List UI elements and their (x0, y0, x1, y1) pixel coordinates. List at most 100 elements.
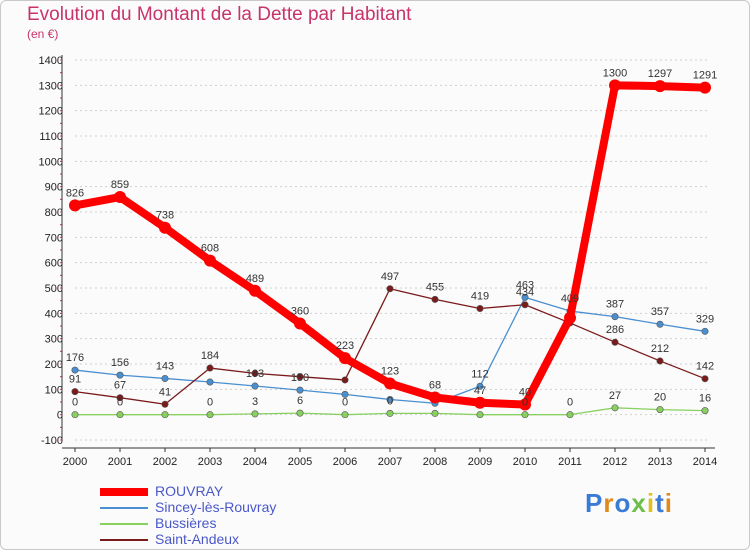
data-label: 41 (159, 386, 171, 398)
y-tick-label: 600 (45, 258, 63, 270)
data-point (296, 373, 304, 381)
data-label: 1297 (648, 68, 672, 80)
x-tick-label: 2003 (198, 456, 222, 468)
data-point (251, 410, 259, 418)
y-tick-label: 200 (45, 359, 63, 371)
y-tick-label: 700 (45, 232, 63, 244)
x-tick-label: 2012 (603, 456, 627, 468)
legend-label: Bussières (155, 515, 217, 531)
data-point (341, 376, 349, 384)
data-label: 68 (429, 379, 441, 391)
data-label: 419 (471, 291, 489, 303)
data-point (159, 221, 171, 234)
data-point (699, 81, 711, 94)
y-tick-label: 1100 (39, 131, 63, 143)
data-point (476, 382, 484, 390)
data-point (521, 411, 529, 419)
data-point (249, 284, 261, 297)
x-tick-label: 2005 (288, 456, 312, 468)
data-label: 223 (336, 340, 354, 352)
data-point (296, 386, 304, 394)
data-point (611, 404, 619, 412)
y-tick-label: 900 (45, 182, 63, 194)
data-point (341, 411, 349, 419)
data-point (431, 409, 439, 417)
data-label: 212 (651, 343, 669, 355)
unit-label: (en €) (27, 27, 59, 41)
data-label: 329 (696, 313, 714, 325)
data-label: 142 (696, 361, 714, 373)
data-label: 1291 (693, 70, 717, 82)
data-label: 497 (381, 271, 399, 283)
x-tick-label: 2009 (468, 456, 492, 468)
data-label: 156 (111, 357, 129, 369)
data-point (701, 407, 709, 415)
data-point (701, 375, 709, 383)
data-point (519, 398, 531, 411)
y-tick-label: 1300 (39, 80, 63, 92)
data-label: 176 (66, 352, 84, 364)
data-label: 387 (606, 299, 624, 311)
data-label: 112 (471, 368, 489, 380)
data-label: 859 (111, 179, 129, 191)
data-label: 40 (519, 387, 531, 399)
data-label: 67 (114, 380, 126, 392)
data-point (69, 199, 81, 212)
chart-title: Evolution du Montant de la Dette par Hab… (27, 4, 412, 25)
data-point (476, 305, 484, 313)
x-tick-label: 2002 (153, 456, 177, 468)
data-point (206, 411, 214, 419)
legend-label: Sincey-lès-Rouvray (155, 499, 277, 515)
data-point (654, 80, 666, 93)
x-tick-label: 2011 (558, 456, 582, 468)
data-point (566, 411, 574, 419)
data-point (294, 317, 306, 330)
data-label: 357 (651, 306, 669, 318)
data-label: 3 (252, 396, 258, 408)
legend-swatch (100, 539, 148, 541)
data-point (611, 313, 619, 321)
data-label: 16 (699, 393, 711, 405)
y-tick-label: 800 (45, 207, 63, 219)
data-point (656, 357, 664, 365)
y-tick-label: 400 (45, 308, 63, 320)
data-point (251, 382, 259, 390)
data-label: 826 (66, 187, 84, 199)
legend-label: Saint-Andeux (155, 531, 240, 547)
data-point (116, 411, 124, 419)
data-point (161, 374, 169, 382)
data-point (161, 400, 169, 408)
data-label: 434 (516, 287, 534, 299)
x-tick-label: 2000 (63, 456, 87, 468)
data-label: 0 (342, 397, 348, 409)
data-point (429, 391, 441, 404)
y-tick-label: 100 (45, 384, 63, 396)
data-label: 455 (426, 281, 444, 293)
data-label: 47 (474, 385, 486, 397)
legend-swatch (100, 507, 148, 509)
data-point (474, 396, 486, 409)
data-label: 20 (654, 392, 666, 404)
data-label: 184 (201, 350, 219, 362)
legend-swatch (100, 488, 148, 496)
data-label: 150 (291, 372, 309, 384)
data-point (431, 295, 439, 303)
data-point (384, 377, 396, 390)
data-point (386, 395, 394, 403)
data-point (251, 369, 259, 377)
series-line-0 (74, 81, 706, 409)
data-point (341, 390, 349, 398)
data-point (206, 364, 214, 372)
data-point (611, 338, 619, 346)
data-point (521, 293, 529, 301)
data-point (161, 411, 169, 419)
data-point (386, 285, 394, 293)
data-point (656, 320, 664, 328)
y-tick-label: 0 (57, 410, 63, 422)
proxiti-logo: Proxiti (585, 488, 673, 518)
data-label: 0 (522, 397, 528, 409)
data-point (386, 409, 394, 417)
data-point (296, 409, 304, 417)
x-tick-label: 2008 (423, 456, 447, 468)
x-tick-label: 2013 (648, 456, 672, 468)
